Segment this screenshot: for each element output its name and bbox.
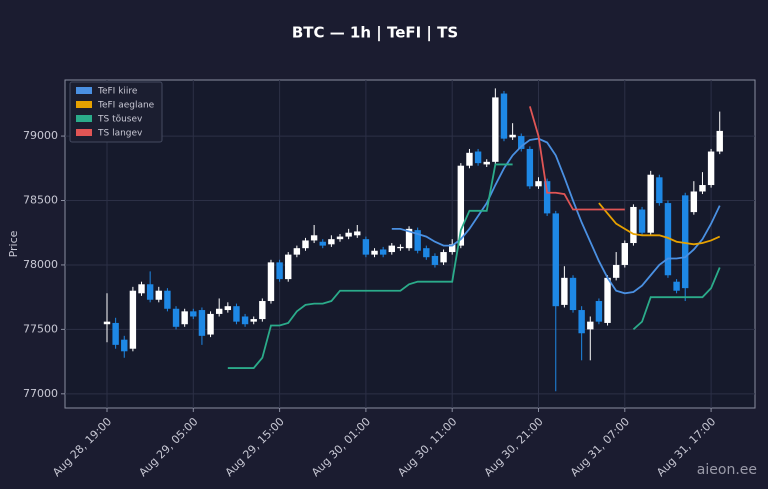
- candle-body: [250, 319, 257, 322]
- y-axis-label: Price: [7, 230, 20, 257]
- candle-body: [414, 230, 421, 251]
- legend-label: TeFI kiire: [97, 87, 138, 97]
- candle-body: [699, 185, 706, 192]
- candle-body: [224, 306, 232, 311]
- candle-body: [129, 290, 137, 349]
- candle-body: [492, 97, 499, 162]
- series-line: [529, 106, 625, 211]
- legend-label: TeFI aeglane: [97, 101, 155, 111]
- candle-body: [457, 165, 465, 246]
- candle-body: [535, 181, 542, 187]
- candle-body: [466, 152, 473, 166]
- candle-body: [241, 316, 249, 325]
- candle-body: [354, 231, 361, 236]
- legend-swatch: [76, 115, 92, 122]
- candle-body: [328, 239, 335, 245]
- legend-swatch: [76, 101, 92, 108]
- candle-body: [423, 248, 430, 258]
- legend-label: TS tõusev: [97, 115, 143, 125]
- candle-body: [638, 209, 646, 233]
- candle-body: [440, 252, 447, 263]
- candle-body: [543, 181, 551, 214]
- candle-body: [285, 254, 292, 280]
- candle-body: [621, 243, 628, 265]
- candle-body: [612, 264, 620, 278]
- candle-body: [121, 339, 128, 352]
- y-tick-label: 77500: [23, 322, 58, 335]
- candle-body: [587, 321, 594, 330]
- series-line: [598, 202, 721, 246]
- candle-body: [371, 250, 378, 255]
- candle-body: [293, 248, 301, 255]
- candle-body: [103, 321, 111, 325]
- candle-body: [595, 301, 603, 322]
- candle-body: [345, 232, 352, 237]
- candle-body: [172, 308, 180, 327]
- candle-body: [500, 93, 508, 139]
- legend-swatch: [76, 129, 92, 136]
- watermark: aieon.ee: [697, 462, 757, 478]
- candle-body: [181, 311, 188, 325]
- candle-body: [630, 206, 637, 244]
- candle-body: [207, 313, 214, 335]
- candle-body: [397, 246, 404, 249]
- candle-body: [518, 136, 525, 149]
- candle-body: [388, 245, 395, 253]
- candle-body: [112, 322, 119, 345]
- candle-body: [259, 301, 266, 320]
- candle-body: [233, 306, 240, 322]
- y-tick-label: 78500: [23, 194, 58, 207]
- legend-label: TS langev: [97, 129, 143, 139]
- y-tick-label: 78000: [23, 258, 58, 271]
- candle-body: [276, 262, 283, 280]
- candle-body: [604, 277, 611, 323]
- series-line: [391, 137, 721, 295]
- candle-body: [405, 228, 413, 249]
- candle-body: [509, 134, 516, 138]
- candle-body: [716, 130, 723, 152]
- candle-body: [569, 277, 577, 311]
- series-line: [227, 163, 721, 369]
- candle-body: [474, 151, 482, 164]
- candle-body: [155, 290, 162, 300]
- candle-body: [336, 236, 344, 240]
- candle-body: [561, 277, 568, 305]
- candle-body: [483, 161, 490, 165]
- candle-body: [664, 203, 672, 276]
- candle-body: [552, 213, 559, 307]
- candle-body: [302, 240, 309, 249]
- candle-body: [431, 255, 439, 265]
- candle-body: [578, 310, 585, 334]
- y-tick-label: 79000: [23, 129, 58, 142]
- legend-box: [69, 81, 163, 143]
- candle-body: [647, 174, 654, 233]
- candle-body: [164, 290, 171, 309]
- candle-body: [682, 195, 689, 289]
- candle-body: [198, 310, 206, 336]
- legend-swatch: [76, 87, 92, 94]
- y-tick-label: 77000: [23, 387, 58, 400]
- candle-body: [690, 191, 698, 213]
- candle-body: [190, 311, 197, 317]
- candle-body: [526, 148, 534, 187]
- candle-body: [673, 281, 680, 291]
- candle-body: [379, 249, 387, 255]
- candle-body: [138, 284, 145, 294]
- candle-body: [707, 151, 715, 186]
- candle-body: [656, 177, 663, 204]
- candle-body: [146, 284, 154, 300]
- candle-body: [267, 262, 275, 302]
- candle-body: [319, 241, 326, 246]
- candle-body: [215, 308, 223, 314]
- candle-body: [362, 239, 370, 255]
- chart-title: BTC — 1h | TeFI | TS: [292, 24, 458, 43]
- candle-body: [449, 244, 456, 253]
- candle-body: [310, 235, 318, 241]
